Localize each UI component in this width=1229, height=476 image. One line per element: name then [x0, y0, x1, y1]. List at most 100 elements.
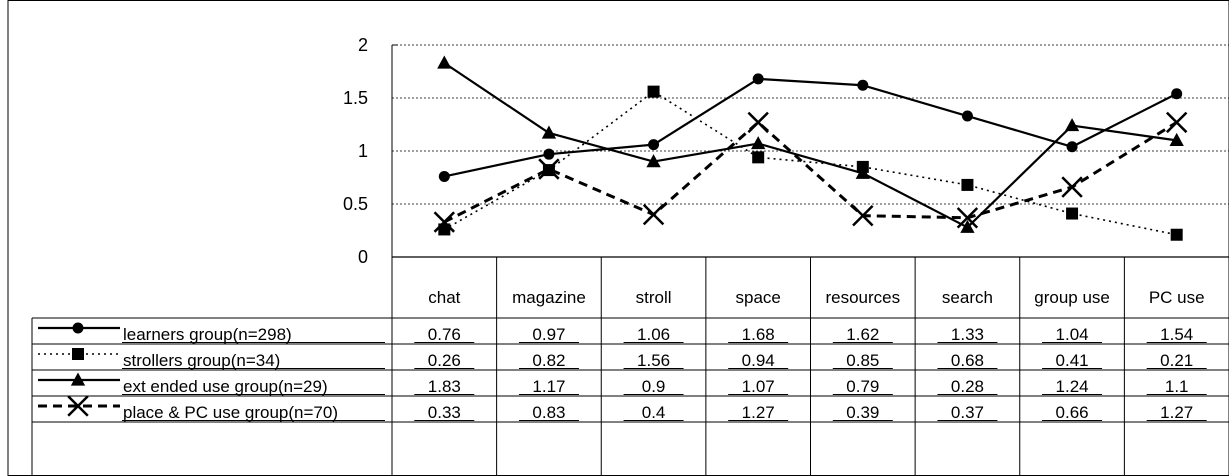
table-value: 1.27 — [742, 403, 775, 422]
table-value: 0.85 — [846, 351, 879, 370]
x-marker-stroke — [1061, 176, 1083, 198]
table-value: 0.9 — [642, 377, 666, 396]
data-point-circle — [1171, 88, 1183, 100]
table-value: 0.39 — [846, 403, 879, 422]
y-tick-label: 1 — [358, 141, 368, 161]
table-value: 0.76 — [428, 325, 461, 344]
data-point-circle — [1066, 141, 1078, 153]
table-value: 1.27 — [1160, 403, 1193, 422]
series-strollers-group — [438, 85, 1183, 241]
data-point-circle — [752, 73, 764, 85]
series-place-pc-use-group — [433, 111, 1188, 233]
gridlines — [392, 44, 1229, 205]
table-value: 0.82 — [532, 351, 565, 370]
series-line — [443, 120, 1178, 224]
y-tick-label: 0.5 — [343, 194, 368, 214]
data-point-x — [642, 203, 665, 226]
data-point-x — [1166, 111, 1188, 134]
table-value: 0.94 — [742, 351, 775, 370]
legend-marker-triangle — [70, 372, 86, 386]
legend-marker-square — [72, 348, 84, 360]
data-point-circle — [857, 79, 869, 91]
data-point-triangle — [960, 219, 975, 233]
table-value: 1.17 — [532, 377, 565, 396]
legend-marker-circle — [72, 322, 84, 334]
data-point-circle — [438, 170, 450, 182]
data-point-triangle — [1064, 118, 1080, 132]
table-value: 0.33 — [428, 403, 461, 422]
data-point-x — [747, 111, 769, 134]
category-label: group use — [1034, 288, 1110, 307]
table-value: 0.97 — [532, 325, 565, 344]
data-point-triangle — [646, 154, 661, 168]
table-value: 1.54 — [1160, 325, 1193, 344]
data-point-square — [1066, 207, 1079, 220]
data-point-x — [852, 204, 874, 227]
data-point-triangle — [855, 165, 870, 179]
data-point-triangle — [751, 136, 766, 150]
table-value: 1.1 — [1165, 377, 1189, 396]
y-tick-label: 1.5 — [343, 88, 368, 108]
category-label: resources — [825, 288, 900, 307]
data-point-triangle — [437, 55, 452, 69]
data-point-x — [1061, 176, 1083, 198]
table-value: 0.21 — [1160, 351, 1193, 370]
data-point-circle — [961, 110, 973, 122]
data-table: chat magazine stroll space resources search gr… — [31, 256, 1229, 476]
series-lines — [433, 55, 1188, 241]
data-point-x — [956, 207, 979, 229]
table-value: 0.4 — [642, 403, 666, 422]
data-point-x — [433, 211, 455, 233]
table-value: 0.66 — [1056, 403, 1089, 422]
legend-marker-x — [67, 395, 89, 417]
data-point-x — [538, 158, 560, 180]
table-value: 0.79 — [846, 377, 879, 396]
x-marker-stroke — [67, 395, 89, 417]
table-value: 1.62 — [846, 325, 879, 344]
data-point-triangle — [541, 125, 557, 139]
table-value: 0.37 — [951, 403, 984, 422]
table-value: 1.07 — [742, 377, 775, 396]
x-marker-stroke — [642, 203, 665, 226]
x-marker-stroke — [956, 207, 979, 229]
category-label: space — [736, 288, 781, 307]
table-value: 1.04 — [1056, 325, 1089, 344]
y-tick-label: 0 — [358, 247, 368, 267]
table-value: 1.33 — [951, 325, 984, 344]
table-value: 1.68 — [742, 325, 775, 344]
legend-entry: place & PC use group(n=70) — [123, 403, 338, 422]
x-marker-stroke — [433, 211, 455, 233]
table-value: 1.06 — [637, 325, 670, 344]
data-point-square — [752, 151, 765, 164]
y-axis-tick-labels: 0 0.5 1 1.5 2 — [343, 35, 368, 267]
series-ext-ended-use-group — [437, 55, 1184, 233]
x-marker-stroke — [538, 158, 560, 180]
table-value: 0.68 — [951, 351, 984, 370]
y-tick-label: 2 — [358, 35, 368, 55]
x-marker-stroke — [852, 204, 874, 227]
table-value: 1.56 — [637, 351, 670, 370]
category-label: PC use — [1149, 288, 1205, 307]
axes — [391, 44, 398, 257]
table-value: 1.24 — [1056, 377, 1089, 396]
table-value: 0.28 — [951, 377, 984, 396]
data-point-square — [961, 178, 974, 191]
data-point-square — [647, 85, 660, 98]
category-label: chat — [428, 288, 460, 307]
category-label: magazine — [512, 288, 586, 307]
table-value: 0.83 — [532, 403, 565, 422]
legend-entry: strollers group(n=34) — [123, 351, 280, 370]
data-point-square — [1170, 228, 1183, 241]
category-label: search — [942, 288, 993, 307]
x-marker-stroke — [1166, 111, 1188, 134]
table-value: 0.41 — [1056, 351, 1089, 370]
series-line — [443, 90, 1177, 236]
category-label: stroll — [636, 288, 672, 307]
legend-entry: ext ended use group(n=29) — [123, 377, 328, 396]
x-marker-stroke — [747, 111, 769, 134]
data-point-circle — [648, 139, 660, 151]
legend-entry: learners group(n=298) — [123, 325, 292, 344]
table-value: 1.83 — [428, 377, 461, 396]
series-line — [443, 62, 1177, 229]
data-point-circle — [543, 148, 555, 160]
